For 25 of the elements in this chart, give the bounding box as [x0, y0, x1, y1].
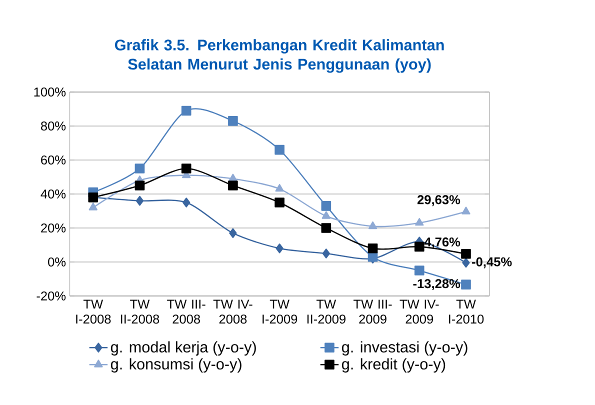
data-label: 4,76%	[424, 237, 460, 248]
y-tick-label: 100%	[34, 87, 66, 96]
x-tick-label: TW III-2008	[167, 300, 206, 324]
y-tick-label: -20%	[36, 291, 66, 300]
x-tick-label: TW II-2008	[120, 300, 160, 324]
data-label: -0,45%	[472, 257, 512, 268]
x-tick-label: TW IV-2008	[213, 300, 252, 324]
x-tick-label: TW I-2010	[449, 300, 484, 324]
y-tick-label: 20%	[41, 223, 66, 232]
legend-label: g. konsumsi (y-o-y)	[110, 358, 242, 372]
x-tick-label: TW III-2009	[354, 300, 392, 324]
data-label: 29,63%	[417, 195, 460, 206]
y-tick-label: 0%	[48, 257, 66, 266]
x-tick-label: TW I-2009	[262, 300, 298, 324]
y-tick-label: 60%	[41, 155, 66, 164]
y-tick-label: 40%	[40, 189, 66, 198]
x-tick-label: TW I-2008	[76, 300, 111, 324]
chart-title: Grafik 3.5. Perkembangan Kredit Kalimantan Selatan Menurut Jenis Penggunaan (yoy)	[114, 39, 444, 73]
legend-label: g. modal kerja (y-o-y)	[110, 341, 256, 356]
x-tick-label: TW IV-2009	[400, 300, 439, 324]
legend-label: g. kredit (y-o-y)	[342, 358, 446, 372]
y-tick-label: 80%	[40, 121, 66, 130]
data-label: -13,28%	[413, 278, 460, 290]
legend-label: g. investasi (y-o-y)	[342, 341, 468, 356]
x-tick-label: TW II-2009	[307, 300, 346, 324]
